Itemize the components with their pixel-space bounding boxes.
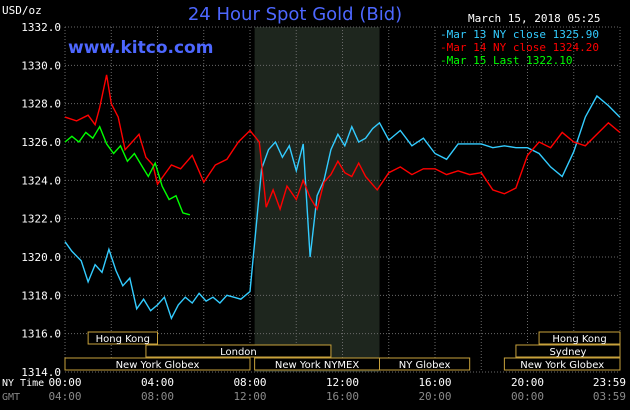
y-tick-label: 1326.0 [21,136,61,149]
session-box [538,331,621,345]
chart-title: 24 Hour Spot Gold (Bid) [187,4,403,25]
session-box [145,344,332,358]
x-tick-label-ny: 12:00 [326,376,359,389]
legend-item: -Mar 13 NY close 1325.90 [440,28,599,41]
y-tick-label: 1332.0 [21,21,61,34]
gmt-label: GMT [2,392,21,403]
x-tick-label-gmt: 04:00 [48,390,81,403]
x-tick-label-gmt: 03:59 [593,390,626,403]
market-sessions: Hong Kong Hong Kong London Sydney New York G… [64,331,621,371]
legend-item: -Mar 15 Last 1322.10 [440,54,573,67]
session-label: Sydney [549,347,586,358]
x-tick-label-gmt: 08:00 [141,390,174,403]
y-tick-label: 1320.0 [21,251,61,264]
session-label: NY Globex [399,360,451,371]
x-tick-label-ny: 04:00 [141,376,174,389]
x-tick-label-ny: 08:00 [233,376,266,389]
axis-ticks: 1314.0 1316.0 1318.0 1320.0 1322.0 1324.0 1326… [21,21,626,403]
x-tick-label-gmt: 20:00 [418,390,451,403]
y-tick-label: 1328.0 [21,98,61,111]
y-tick-label: 1316.0 [21,328,61,341]
brand-link[interactable]: www.kitco.com [68,38,214,58]
x-tick-label-gmt: 00:00 [511,390,544,403]
session-label: New York Globex [520,360,604,371]
session-label: London [220,347,257,358]
session-label: New York NYMEX [275,360,360,371]
session-label: New York Globex [116,360,200,371]
series-line [64,94,621,321]
session-label: Hong Kong [552,334,606,345]
series-line [64,125,191,216]
y-tick-label: 1314.0 [21,366,61,379]
session-box [515,344,621,358]
session-box [64,357,251,371]
ny-time-label: NY Time [2,378,45,389]
y-tick-label: 1322.0 [21,213,61,226]
x-tick-label-ny: 23:59 [593,376,626,389]
session-label: Hong Kong [96,334,150,345]
x-tick-label-gmt: 12:00 [233,390,266,403]
grid-lines [64,26,621,373]
y-tick-label: 1330.0 [21,59,61,72]
y-tick-label: 1324.0 [21,174,61,187]
x-tick-label-ny: 20:00 [511,376,544,389]
session-box [503,357,621,371]
y-tick-label: 1318.0 [21,289,61,302]
legend-item: -Mar 14 NY close 1324.20 [440,41,599,54]
x-tick-label-ny: 00:00 [48,376,81,389]
series-line [64,74,621,212]
y-unit-label: USD/oz [2,4,42,17]
session-box [87,331,158,345]
chart-datetime: March 15, 2018 05:25 [468,12,601,25]
price-series [64,74,621,321]
x-tick-label-gmt: 16:00 [326,390,359,403]
session-box [379,357,471,371]
x-tick-label-ny: 16:00 [418,376,451,389]
legend: -Mar 13 NY close 1325.90 -Mar 14 NY clos… [440,28,599,67]
